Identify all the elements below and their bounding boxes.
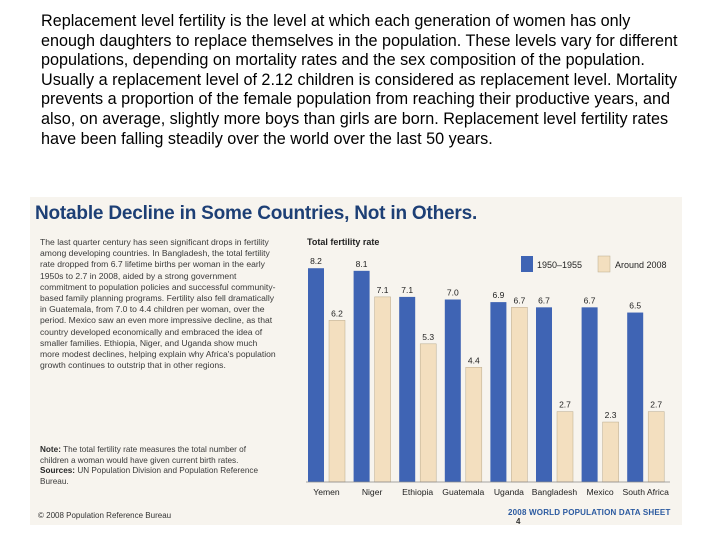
legend: 1950–1955 Around 2008 (521, 255, 667, 273)
chart-headline: Notable Decline in Some Countries, Not i… (35, 203, 478, 224)
category-label-ethiopia: Ethiopia (402, 487, 433, 497)
chart-title: Total fertility rate (307, 237, 379, 247)
value-label-uganda-1950: 6.9 (492, 290, 504, 300)
value-label-mexico-1950: 6.7 (584, 295, 596, 305)
bar-niger-2008 (374, 296, 391, 483)
bar-niger-1950 (353, 270, 370, 482)
category-label-mexico: Mexico (586, 487, 613, 497)
page-number: 4 (516, 517, 521, 525)
value-label-yemen-2008: 6.2 (331, 308, 343, 318)
bar-ethiopia-2008 (419, 343, 437, 483)
bar-mexico-2008 (602, 421, 619, 483)
value-label-south-africa-1950: 6.5 (629, 301, 641, 311)
side-text: The last quarter century has seen signif… (40, 237, 276, 371)
value-label-mexico-2008: 2.3 (605, 410, 617, 420)
legend-label-1950: 1950–1955 (537, 260, 582, 270)
bar-bangladesh-1950 (536, 307, 552, 482)
intro-paragraph: Replacement level fertility is the level… (41, 12, 678, 148)
footer-title: 2008 WORLD POPULATION DATA SHEET (508, 508, 671, 517)
value-label-uganda-2008: 6.7 (513, 295, 525, 305)
category-label-yemen: Yemen (313, 487, 340, 497)
scanned-chart-page: Notable Decline in Some Countries, Not i… (30, 197, 682, 525)
category-label-niger: Niger (362, 487, 383, 497)
bar-south-africa-1950 (627, 312, 644, 482)
category-label-guatemala: Guatemala (442, 487, 484, 497)
value-label-guatemala-1950: 7.0 (447, 288, 459, 298)
value-label-guatemala-2008: 4.4 (468, 355, 480, 365)
category-label-bangladesh: Bangladesh (532, 487, 578, 497)
value-label-niger-1950: 8.1 (356, 259, 368, 269)
legend-swatch-2008 (597, 255, 611, 273)
note-block: Note: The total fertility rate measures … (40, 445, 276, 487)
bar-yemen-2008 (328, 320, 346, 483)
category-label-uganda: Uganda (494, 487, 524, 497)
value-label-bangladesh-2008: 2.7 (559, 400, 571, 410)
note-text: The total fertility rate measures the to… (40, 445, 247, 465)
bar-mexico-1950 (581, 307, 598, 482)
bar-guatemala-2008 (465, 367, 483, 483)
category-label-south-africa: South Africa (623, 487, 670, 497)
value-label-yemen-1950: 8.2 (310, 256, 322, 266)
bar-yemen-1950 (308, 268, 324, 482)
note-label: Note: (40, 445, 61, 454)
value-label-ethiopia-1950: 7.1 (401, 285, 413, 295)
bar-guatemala-1950 (444, 299, 461, 482)
legend-swatch-1950 (521, 256, 533, 272)
fertility-bar-chart: Total fertility rate 1950–1955 Around 20… (306, 237, 670, 497)
footer-sheet: 2008 WORLD POPULATION DATA SHEET 4 (508, 508, 682, 525)
bar-uganda-1950 (490, 302, 507, 482)
sources-label: Sources: (40, 466, 76, 476)
bar-south-africa-2008 (647, 411, 665, 483)
value-label-south-africa-2008: 2.7 (650, 400, 662, 410)
value-label-ethiopia-2008: 5.3 (422, 332, 434, 342)
value-label-bangladesh-1950: 6.7 (538, 295, 550, 305)
legend-label-2008: Around 2008 (615, 260, 667, 270)
bars-layer: 8.2 6.2 Yemen 8.1 7.1 Niger 7.1 5.3 Ethiopia 7.0 4… (308, 256, 669, 497)
copyright: © 2008 Population Reference Bureau (38, 511, 172, 520)
bar-bangladesh-2008 (556, 411, 574, 483)
bar-uganda-2008 (511, 307, 528, 483)
bar-ethiopia-1950 (399, 296, 416, 482)
value-label-niger-2008: 7.1 (377, 285, 389, 295)
sources-text: UN Population Division and Population Re… (40, 466, 259, 486)
